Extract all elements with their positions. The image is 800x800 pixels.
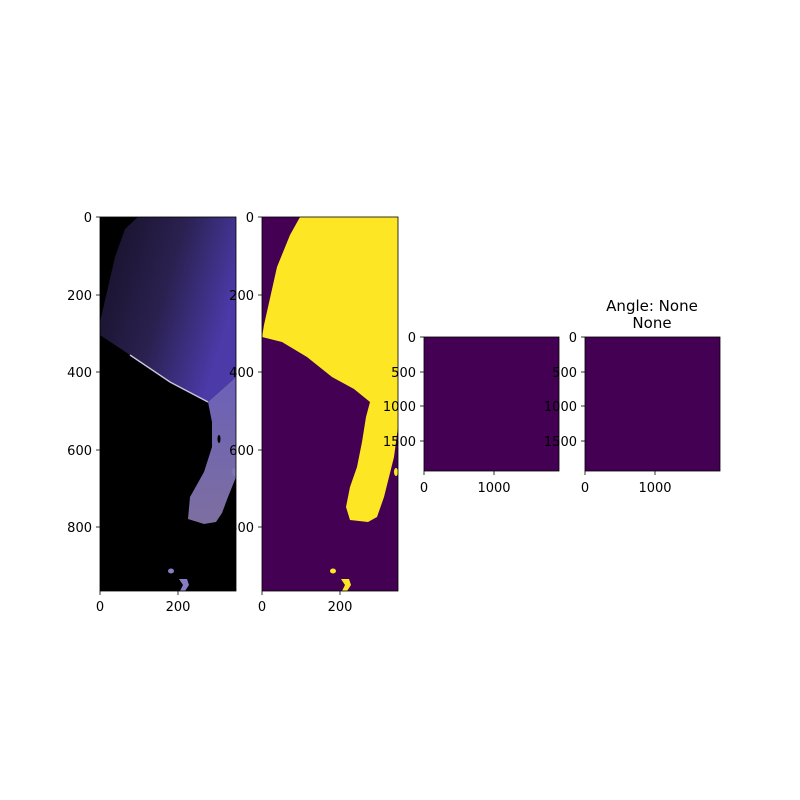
panel-2-xtick-label: 200	[328, 600, 353, 615]
panel-2-image	[262, 217, 398, 591]
panel-4-xtick-label: 0	[581, 481, 589, 496]
panel-1-xtick-label: 200	[166, 600, 191, 615]
panel-2-xtick-label: 0	[258, 600, 266, 615]
panel-1-image	[100, 217, 236, 591]
panel-3-xticks: 0 1000	[420, 471, 511, 496]
panel-2-mask-shape	[262, 217, 398, 522]
panel-3-ytick-label: 1000	[383, 400, 416, 415]
panel-1-edge-highlight	[129, 354, 209, 403]
panel-2-ytick-label: 400	[229, 366, 254, 381]
panel-2-yticks: 0 200 400 600 800	[229, 211, 262, 536]
panel-3-image	[424, 337, 559, 471]
panel-1-yticks: 0 200 400 600 800	[67, 211, 100, 536]
panel-1-frame	[99, 216, 237, 592]
panel-2-frame	[261, 216, 399, 592]
panel-4-ytick-label: 0	[569, 331, 577, 346]
panel-4-xticks: 0 1000	[581, 471, 672, 496]
panel-3-xtick-label: 0	[420, 481, 428, 496]
panel-4-yticks: 0 500 1000 1500	[544, 331, 585, 450]
panel-2-ytick-label: 600	[229, 444, 254, 459]
panel-2-hole	[352, 436, 356, 446]
panel-4-ytick-label: 1000	[544, 400, 577, 415]
panel-3-yticks: 0 500 1000 1500	[383, 331, 424, 450]
panel-2-speck-2	[330, 568, 336, 574]
panel-1-ytick-label: 400	[67, 366, 92, 381]
panel-1-xticks: 0 200	[96, 591, 191, 615]
panel-4-image	[585, 337, 720, 471]
panel-4-ytick-label: 1500	[544, 435, 577, 450]
panel-1-speck-1	[232, 468, 236, 476]
panel-2-xticks: 0 200	[258, 591, 353, 615]
panel-1-ytick-label: 600	[67, 444, 92, 459]
panel-1-hole	[217, 435, 221, 443]
panel-1-speck-3	[179, 579, 189, 591]
panel-4-xtick-label: 1000	[638, 481, 671, 496]
panel-4-title-line-1: Angle: None	[606, 297, 698, 315]
panel-2: 0 200 0 200 400 600 800	[229, 211, 399, 615]
panel-3-ytick-label: 0	[408, 331, 416, 346]
panel-4-title-line-2: None	[632, 314, 671, 332]
panel-3: 0 1000 0 500 1000 1500	[383, 331, 560, 496]
panel-4-ytick-label: 500	[552, 366, 577, 381]
panel-1-ytick-label: 0	[84, 211, 92, 226]
panel-3-frame	[423, 336, 560, 472]
panel-1-speck-2	[168, 568, 174, 574]
panel-2-ytick-label: 0	[246, 211, 254, 226]
panel-3-ytick-label: 1500	[383, 435, 416, 450]
panel-2-ytick-label: 200	[229, 289, 254, 304]
panel-1-object-top	[100, 217, 236, 402]
panel-1-ytick-label: 200	[67, 289, 92, 304]
panel-3-xtick-label: 1000	[477, 481, 510, 496]
panel-1-xtick-label: 0	[96, 600, 104, 615]
panel-2-speck-3	[341, 579, 351, 591]
panel-2-ytick-label: 800	[229, 521, 254, 536]
panel-3-ytick-label: 500	[391, 366, 416, 381]
panel-2-speck-1	[394, 468, 398, 476]
panel-1-ytick-label: 800	[67, 521, 92, 536]
panel-4-frame	[584, 336, 721, 472]
panel-4: Angle: None None 0 1000 0 500 1000 1500	[544, 297, 721, 496]
panel-1: 0 200 0 200 400 600 800	[67, 211, 237, 615]
panel-1-object-leg	[188, 377, 236, 524]
